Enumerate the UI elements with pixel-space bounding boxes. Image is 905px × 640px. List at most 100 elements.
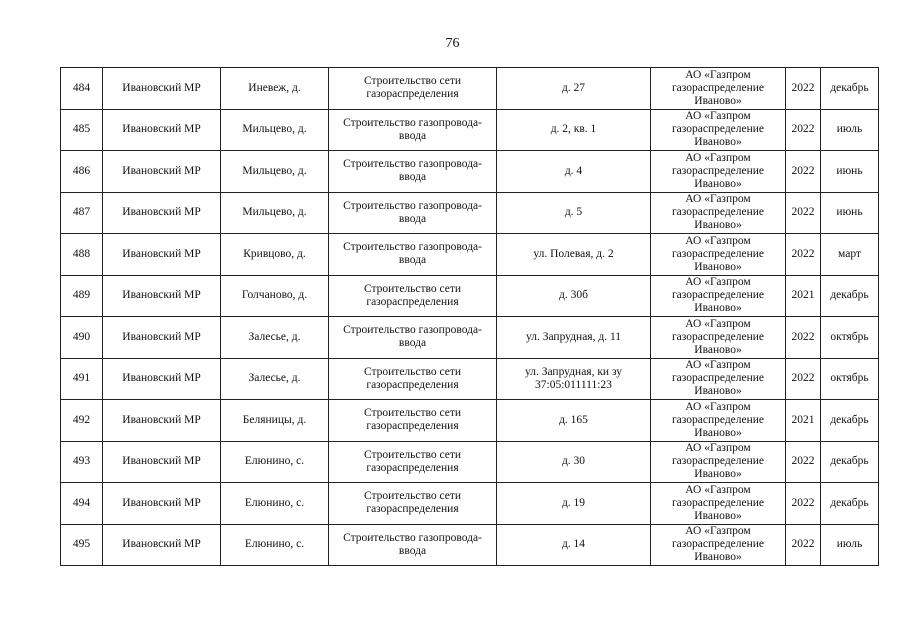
contractor-cell: АО «Газпром газораспределение Иваново» [650, 523, 786, 566]
work-type-cell: Строительство сети газораспределения [328, 357, 497, 400]
table-row: 486 Ивановский МР Мильцево, д. Строительств… [60, 150, 879, 193]
address-cell: д. 165 [496, 399, 651, 442]
address-cell: д. 5 [496, 191, 651, 234]
table-row: 484 Ивановский МР Иневеж, д. Строительство … [60, 67, 879, 110]
work-type-cell: Строительство сети газораспределения [328, 67, 497, 110]
settlement-cell: Мильцево, д. [220, 191, 329, 234]
work-type-cell: Строительство газопровода-ввода [328, 150, 497, 193]
month-cell: июнь [820, 191, 879, 234]
month-cell: декабрь [820, 399, 879, 442]
row-number-cell: 485 [60, 108, 103, 151]
row-number-cell: 493 [60, 440, 103, 483]
row-number-cell: 487 [60, 191, 103, 234]
table-row: 490 Ивановский МР Залесье, д. Строительство… [60, 316, 879, 359]
table-row: 491 Ивановский МР Залесье, д. Строительство… [60, 357, 879, 400]
row-number-cell: 486 [60, 150, 103, 193]
year-cell: 2022 [785, 440, 821, 483]
row-number-cell: 494 [60, 482, 103, 525]
address-cell: д. 14 [496, 523, 651, 566]
year-cell: 2022 [785, 108, 821, 151]
settlement-cell: Кривцово, д. [220, 233, 329, 276]
gas-works-table: 484 Ивановский МР Иневеж, д. Строительство … [60, 67, 879, 566]
district-cell: Ивановский МР [102, 150, 221, 193]
year-cell: 2021 [785, 274, 821, 317]
year-cell: 2022 [785, 150, 821, 193]
work-type-cell: Строительство газопровода-ввода [328, 233, 497, 276]
work-type-cell: Строительство сети газораспределения [328, 482, 497, 525]
district-cell: Ивановский МР [102, 67, 221, 110]
settlement-cell: Беляницы, д. [220, 399, 329, 442]
settlement-cell: Голчаново, д. [220, 274, 329, 317]
contractor-cell: АО «Газпром газораспределение Иваново» [650, 150, 786, 193]
district-cell: Ивановский МР [102, 399, 221, 442]
district-cell: Ивановский МР [102, 191, 221, 234]
table-row: 485 Ивановский МР Мильцево, д. Строительств… [60, 108, 879, 151]
work-type-cell: Строительство сети газораспределения [328, 440, 497, 483]
row-number-cell: 492 [60, 399, 103, 442]
contractor-cell: АО «Газпром газораспределение Иваново» [650, 191, 786, 234]
address-cell: д. 27 [496, 67, 651, 110]
settlement-cell: Елюнино, с. [220, 482, 329, 525]
contractor-cell: АО «Газпром газораспределение Иваново» [650, 108, 786, 151]
address-cell: д. 30 [496, 440, 651, 483]
row-number-cell: 488 [60, 233, 103, 276]
district-cell: Ивановский МР [102, 482, 221, 525]
month-cell: декабрь [820, 274, 879, 317]
year-cell: 2022 [785, 316, 821, 359]
month-cell: июнь [820, 150, 879, 193]
month-cell: июль [820, 523, 879, 566]
work-type-cell: Строительство сети газораспределения [328, 274, 497, 317]
settlement-cell: Мильцево, д. [220, 108, 329, 151]
address-cell: ул. Запрудная, д. 11 [496, 316, 651, 359]
year-cell: 2022 [785, 191, 821, 234]
month-cell: декабрь [820, 67, 879, 110]
year-cell: 2022 [785, 233, 821, 276]
address-cell: д. 2, кв. 1 [496, 108, 651, 151]
row-number-cell: 484 [60, 67, 103, 110]
table-row: 493 Ивановский МР Елюнино, с. Строительство… [60, 440, 879, 483]
district-cell: Ивановский МР [102, 274, 221, 317]
settlement-cell: Елюнино, с. [220, 523, 329, 566]
contractor-cell: АО «Газпром газораспределение Иваново» [650, 67, 786, 110]
contractor-cell: АО «Газпром газораспределение Иваново» [650, 440, 786, 483]
row-number-cell: 490 [60, 316, 103, 359]
work-type-cell: Строительство сети газораспределения [328, 399, 497, 442]
contractor-cell: АО «Газпром газораспределение Иваново» [650, 316, 786, 359]
work-type-cell: Строительство газопровода-ввода [328, 191, 497, 234]
settlement-cell: Залесье, д. [220, 316, 329, 359]
year-cell: 2022 [785, 482, 821, 525]
year-cell: 2021 [785, 399, 821, 442]
contractor-cell: АО «Газпром газораспределение Иваново» [650, 274, 786, 317]
address-cell: д. 4 [496, 150, 651, 193]
settlement-cell: Елюнино, с. [220, 440, 329, 483]
contractor-cell: АО «Газпром газораспределение Иваново» [650, 482, 786, 525]
address-cell: д. 19 [496, 482, 651, 525]
work-type-cell: Строительство газопровода-ввода [328, 523, 497, 566]
month-cell: декабрь [820, 482, 879, 525]
contractor-cell: АО «Газпром газораспределение Иваново» [650, 357, 786, 400]
month-cell: октябрь [820, 357, 879, 400]
district-cell: Ивановский МР [102, 108, 221, 151]
month-cell: март [820, 233, 879, 276]
work-type-cell: Строительство газопровода-ввода [328, 316, 497, 359]
table-row: 492 Ивановский МР Беляницы, д. Строительств… [60, 399, 879, 442]
year-cell: 2022 [785, 523, 821, 566]
table-row: 488 Ивановский МР Кривцово, д. Строительств… [60, 233, 879, 276]
month-cell: декабрь [820, 440, 879, 483]
month-cell: октябрь [820, 316, 879, 359]
table-row: 495 Ивановский МР Елюнино, с. Строительство… [60, 523, 879, 566]
row-number-cell: 489 [60, 274, 103, 317]
district-cell: Ивановский МР [102, 357, 221, 400]
settlement-cell: Мильцево, д. [220, 150, 329, 193]
settlement-cell: Залесье, д. [220, 357, 329, 400]
month-cell: июль [820, 108, 879, 151]
row-number-cell: 495 [60, 523, 103, 566]
page-number: 76 [445, 36, 460, 51]
row-number-cell: 491 [60, 357, 103, 400]
address-cell: ул. Запрудная, ки зу 37:05:011111:23 [496, 357, 651, 400]
year-cell: 2022 [785, 67, 821, 110]
settlement-cell: Иневеж, д. [220, 67, 329, 110]
year-cell: 2022 [785, 357, 821, 400]
district-cell: Ивановский МР [102, 233, 221, 276]
contractor-cell: АО «Газпром газораспределение Иваново» [650, 399, 786, 442]
